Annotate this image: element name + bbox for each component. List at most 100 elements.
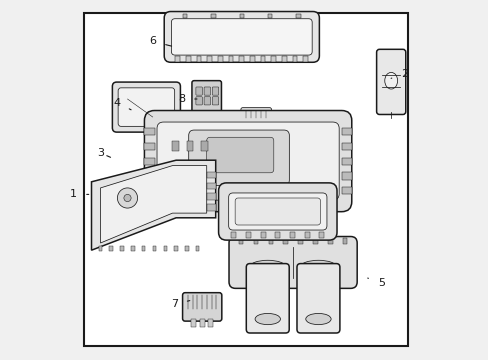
Bar — [271, 56, 275, 62]
Bar — [143, 158, 154, 165]
Bar — [185, 246, 188, 251]
FancyBboxPatch shape — [196, 87, 202, 95]
FancyBboxPatch shape — [144, 111, 351, 212]
FancyBboxPatch shape — [203, 87, 210, 95]
FancyBboxPatch shape — [112, 82, 180, 132]
FancyBboxPatch shape — [212, 87, 218, 95]
FancyBboxPatch shape — [218, 183, 336, 240]
Text: 8: 8 — [178, 94, 197, 104]
Bar — [313, 238, 317, 244]
Bar — [341, 187, 351, 194]
FancyBboxPatch shape — [171, 19, 311, 55]
Bar — [304, 232, 309, 238]
Bar — [174, 246, 178, 251]
FancyBboxPatch shape — [203, 97, 210, 105]
Bar — [208, 319, 213, 327]
Bar — [231, 232, 236, 238]
FancyBboxPatch shape — [206, 137, 273, 173]
FancyBboxPatch shape — [228, 237, 356, 288]
Bar — [163, 246, 167, 251]
Bar — [143, 172, 154, 180]
Bar — [238, 238, 243, 244]
Bar — [211, 14, 215, 18]
FancyBboxPatch shape — [212, 97, 218, 105]
Bar — [131, 246, 134, 251]
FancyBboxPatch shape — [84, 13, 407, 346]
Text: 3: 3 — [97, 148, 110, 158]
Ellipse shape — [255, 314, 280, 325]
Bar — [253, 238, 258, 244]
Circle shape — [123, 194, 131, 202]
FancyBboxPatch shape — [157, 122, 339, 200]
FancyBboxPatch shape — [196, 97, 202, 105]
Bar — [303, 56, 307, 62]
FancyBboxPatch shape — [118, 88, 174, 126]
Bar — [296, 14, 300, 18]
Bar — [289, 232, 294, 238]
Bar — [298, 238, 302, 244]
Ellipse shape — [300, 260, 336, 274]
Bar — [245, 232, 250, 238]
Text: 1: 1 — [70, 189, 88, 199]
Bar — [260, 232, 265, 238]
Bar — [143, 143, 154, 150]
Bar — [191, 319, 196, 327]
Bar — [143, 128, 154, 135]
Bar — [260, 56, 264, 62]
FancyBboxPatch shape — [376, 49, 405, 114]
Bar — [109, 246, 113, 251]
Bar — [142, 246, 145, 251]
Bar — [267, 14, 272, 18]
Polygon shape — [101, 166, 206, 243]
Bar — [175, 56, 180, 62]
FancyBboxPatch shape — [164, 12, 319, 62]
Bar — [206, 172, 215, 178]
Bar — [341, 172, 351, 180]
Bar — [292, 56, 297, 62]
Bar — [218, 56, 222, 62]
Bar — [99, 246, 102, 251]
Bar — [341, 158, 351, 165]
Text: 5: 5 — [367, 278, 384, 288]
Bar — [268, 238, 272, 244]
Bar — [143, 187, 154, 194]
Text: 4: 4 — [113, 98, 131, 110]
Bar — [206, 183, 215, 189]
FancyBboxPatch shape — [246, 264, 288, 333]
FancyBboxPatch shape — [241, 108, 271, 121]
Bar — [228, 56, 233, 62]
Ellipse shape — [384, 72, 397, 89]
Bar — [206, 193, 215, 200]
Bar — [120, 246, 123, 251]
Bar — [239, 56, 244, 62]
Bar — [341, 143, 351, 150]
Bar — [152, 246, 156, 251]
Polygon shape — [91, 160, 215, 250]
Bar — [341, 128, 351, 135]
Text: 7: 7 — [170, 299, 189, 309]
FancyBboxPatch shape — [296, 264, 339, 333]
Text: 6: 6 — [149, 36, 171, 46]
Bar — [283, 238, 287, 244]
Bar — [206, 204, 215, 211]
Bar — [183, 14, 187, 18]
Bar — [186, 141, 193, 151]
Bar — [207, 56, 212, 62]
Bar — [281, 56, 286, 62]
Bar — [201, 141, 207, 151]
Circle shape — [117, 188, 137, 208]
Bar — [275, 232, 280, 238]
FancyBboxPatch shape — [228, 193, 326, 230]
Bar — [199, 319, 204, 327]
Bar — [196, 56, 201, 62]
Bar — [185, 56, 190, 62]
FancyBboxPatch shape — [192, 81, 221, 116]
Ellipse shape — [249, 260, 285, 274]
Bar — [239, 14, 244, 18]
FancyBboxPatch shape — [188, 130, 289, 185]
FancyBboxPatch shape — [182, 293, 222, 321]
Bar — [172, 141, 179, 151]
Bar — [196, 246, 199, 251]
Bar — [319, 232, 324, 238]
Text: 2: 2 — [390, 69, 407, 79]
